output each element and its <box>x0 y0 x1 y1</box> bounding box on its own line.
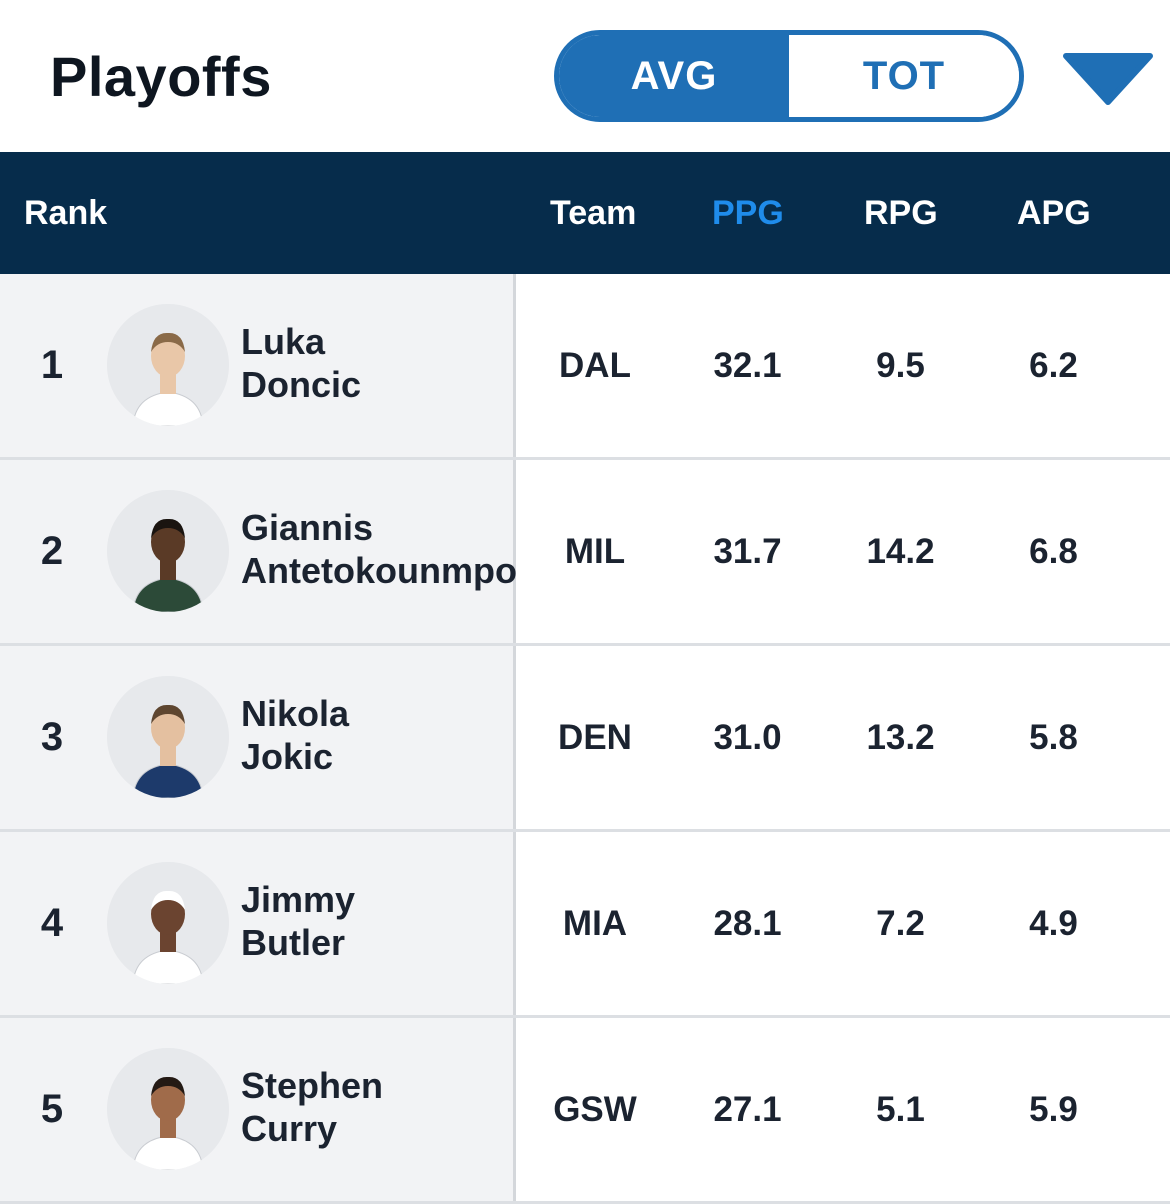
table-body: 1 Luka Doncic DAL 32.1 9.5 6.2 2 Giannis… <box>0 274 1170 1204</box>
rank-number: 2 <box>40 529 64 573</box>
player-first-name: Luka <box>241 321 326 362</box>
table-row[interactable]: 1 Luka Doncic DAL 32.1 9.5 6.2 <box>0 274 1170 460</box>
avatar <box>107 676 229 798</box>
team-cell: MIL <box>564 532 626 571</box>
player-name[interactable]: Giannis Antetokounmpo <box>241 506 517 592</box>
top-bar: Playoffs AVG TOT <box>0 0 1170 152</box>
apg-cell: 5.8 <box>1029 718 1078 757</box>
ppg-cell: 31.7 <box>713 532 782 571</box>
toggle-tot[interactable]: TOT <box>789 35 1019 117</box>
rank-number: 5 <box>40 1087 64 1131</box>
player-last-name: Doncic <box>241 364 362 405</box>
player-name[interactable]: Nikola Jokic <box>241 692 516 778</box>
rpg-cell: 5.1 <box>876 1090 925 1129</box>
table-row[interactable]: 2 Giannis Antetokounmpo MIL 31.7 14.2 6.… <box>0 460 1170 646</box>
ppg-cell: 27.1 <box>713 1090 782 1129</box>
apg-cell: 6.8 <box>1029 532 1078 571</box>
player-cell <box>0 1018 516 1201</box>
ppg-cell: 31.0 <box>713 718 782 757</box>
rpg-cell: 13.2 <box>866 718 935 757</box>
table-row[interactable]: 4 Jimmy Butler MIA 28.1 7.2 4.9 <box>0 832 1170 1018</box>
column-apg[interactable]: APG <box>1017 194 1091 232</box>
player-name[interactable]: Luka Doncic <box>241 320 516 406</box>
player-first-name: Giannis <box>241 507 374 548</box>
apg-cell: 6.2 <box>1029 346 1078 385</box>
player-name[interactable]: Stephen Curry <box>241 1064 516 1150</box>
player-last-name: Jokic <box>241 736 334 777</box>
player-name[interactable]: Jimmy Butler <box>241 878 516 964</box>
avatar <box>107 1048 229 1170</box>
player-cell <box>0 274 516 457</box>
ppg-cell: 28.1 <box>713 904 782 943</box>
player-last-name: Antetokounmpo <box>241 550 517 591</box>
table-row[interactable]: 5 Stephen Curry GSW 27.1 5.1 5.9 <box>0 1018 1170 1204</box>
avatar <box>107 862 229 984</box>
table-row[interactable]: 3 Nikola Jokic DEN 31.0 13.2 5.8 <box>0 646 1170 832</box>
team-cell: DEN <box>558 718 632 757</box>
table-header: Rank Team PPG RPG APG <box>0 152 1170 274</box>
rpg-cell: 9.5 <box>876 346 925 385</box>
page-title: Playoffs <box>50 45 272 108</box>
rank-number: 4 <box>40 901 64 945</box>
column-rank[interactable]: Rank <box>24 194 108 232</box>
player-last-name: Curry <box>241 1108 338 1149</box>
toggle-avg[interactable]: AVG <box>559 35 789 117</box>
player-cell <box>0 646 516 829</box>
avg-tot-toggle[interactable]: AVG TOT <box>554 30 1024 122</box>
team-cell: GSW <box>553 1090 637 1129</box>
column-ppg[interactable]: PPG <box>712 194 784 232</box>
team-cell: DAL <box>559 346 631 385</box>
column-rpg[interactable]: RPG <box>864 194 938 232</box>
player-last-name: Butler <box>241 922 346 963</box>
team-cell: MIA <box>562 904 628 943</box>
triangle-down-icon[interactable] <box>1062 52 1154 106</box>
player-first-name: Nikola <box>241 693 350 734</box>
player-first-name: Stephen <box>241 1065 384 1106</box>
player-cell <box>0 460 516 643</box>
rank-number: 3 <box>40 715 64 759</box>
player-cell <box>0 832 516 1015</box>
rpg-cell: 14.2 <box>866 532 935 571</box>
apg-cell: 5.9 <box>1029 1090 1078 1129</box>
column-team[interactable]: Team <box>550 194 637 232</box>
rpg-cell: 7.2 <box>876 904 925 943</box>
avatar <box>107 304 229 426</box>
rank-number: 1 <box>40 343 64 387</box>
ppg-cell: 32.1 <box>713 346 782 385</box>
player-first-name: Jimmy <box>241 879 356 920</box>
apg-cell: 4.9 <box>1029 904 1078 943</box>
avatar <box>107 490 229 612</box>
